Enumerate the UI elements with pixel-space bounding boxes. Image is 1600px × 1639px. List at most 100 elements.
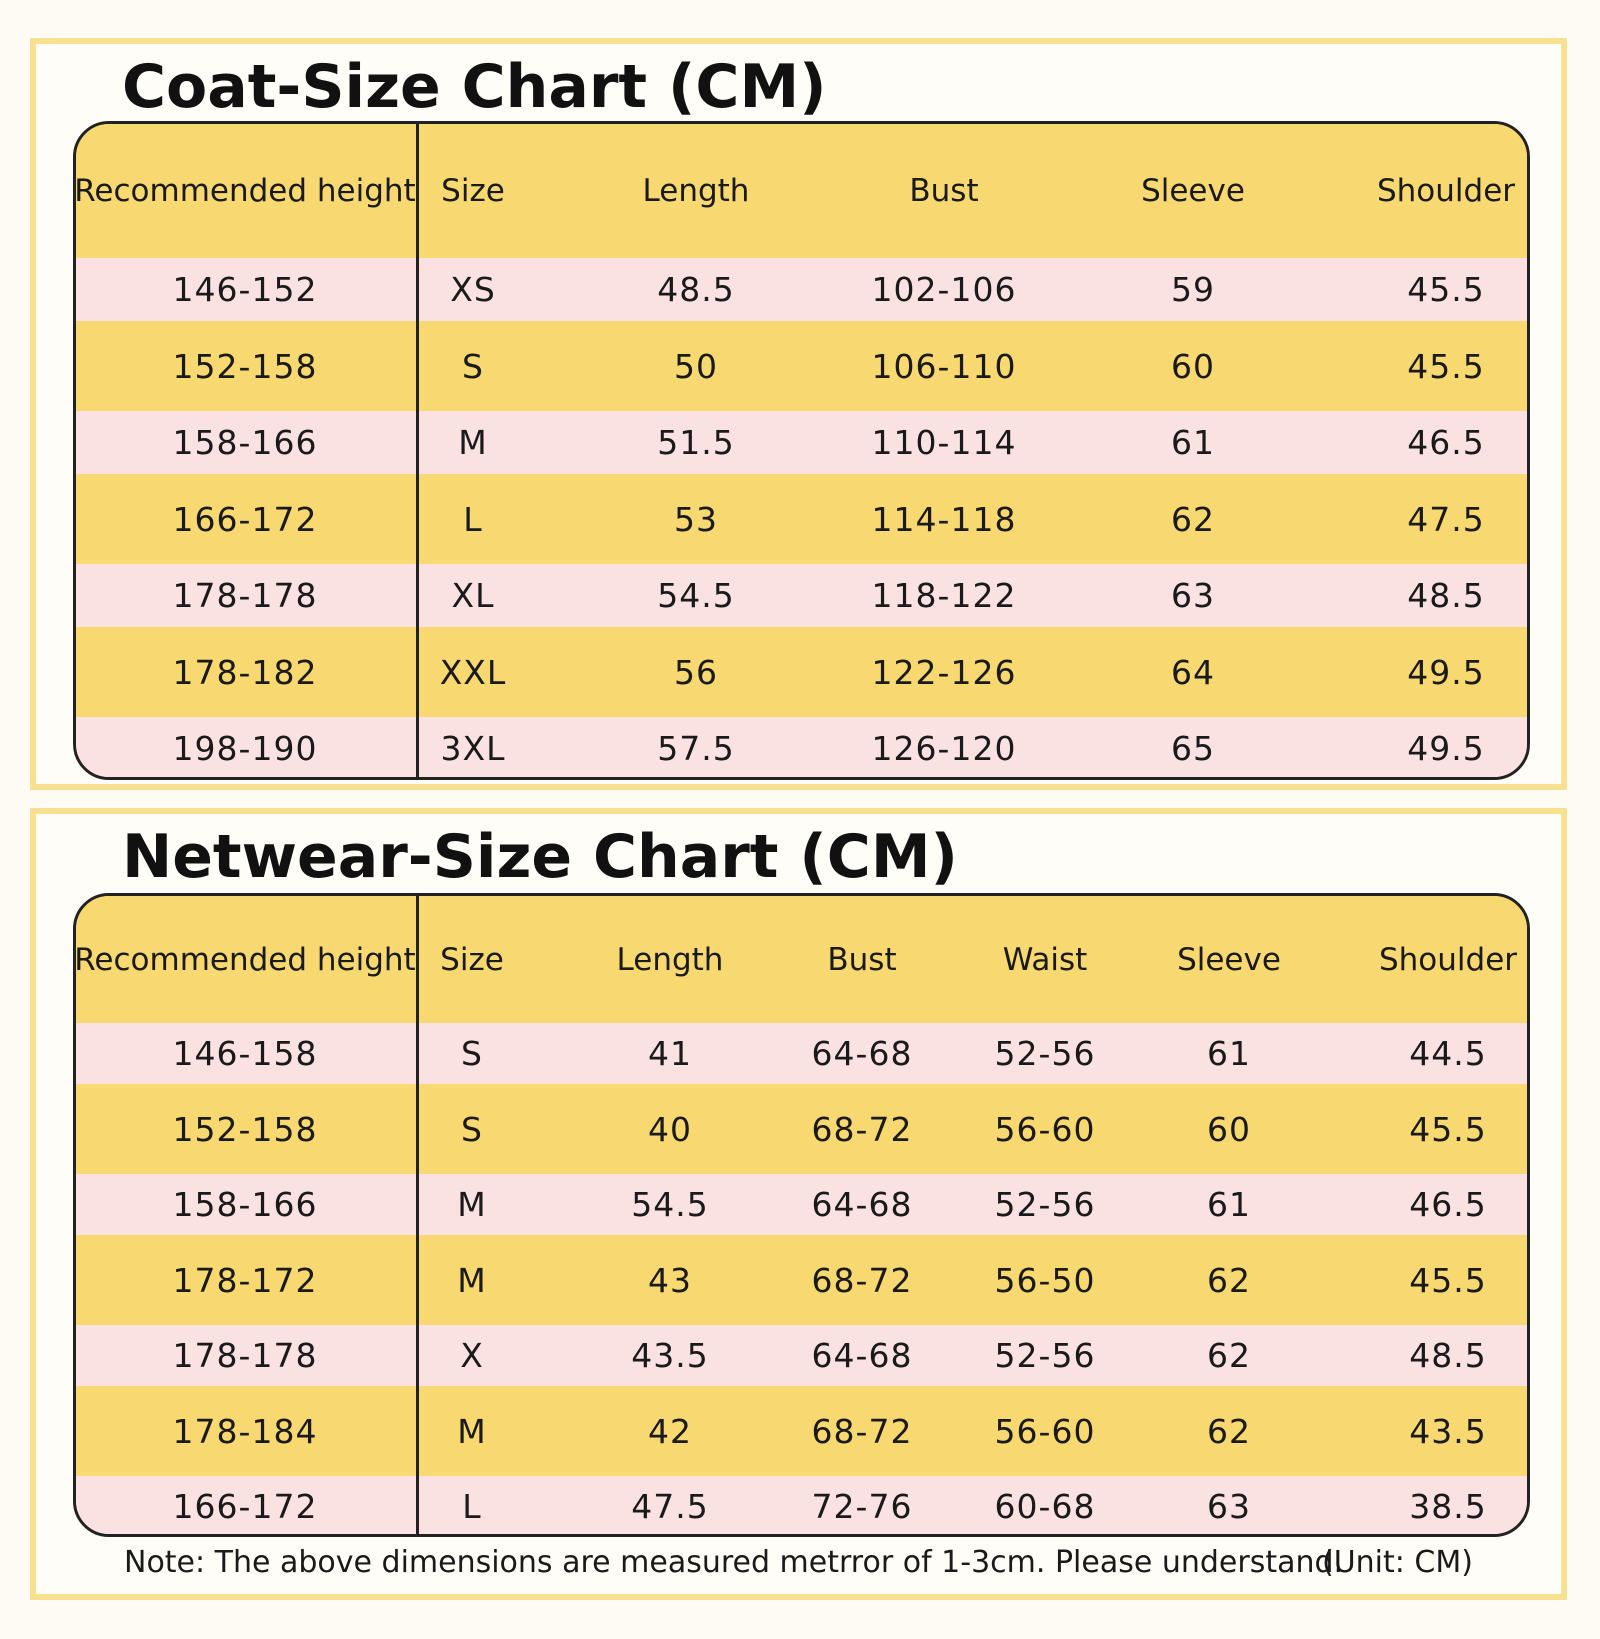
data-row: 158-166 M 51.5 110-114 61 46.5 [76,411,1527,474]
table-cell: 46.5 [1407,423,1485,462]
column-header: Sleeve [1141,173,1245,209]
data-row: 178-172 M 43 68-72 56-50 62 45.5 [76,1235,1527,1325]
table-cell: 60 [1171,346,1215,386]
table-cell: S [462,346,484,386]
table-cell: 46.5 [1409,1185,1487,1224]
table-cell: 62 [1207,1411,1251,1451]
table-cell: 54.5 [631,1185,709,1224]
table-cell: 152-158 [172,346,318,386]
table-title: Coat-Size Chart (CM) [122,52,827,122]
column-header: Sleeve [1177,941,1281,978]
table-cell: 43.5 [1409,1411,1487,1451]
size-table: Recommended height Size Length Bust Sleeve Sh… [73,121,1530,780]
table-title: Netwear-Size Chart (CM) [122,822,958,892]
column-header: Length [642,173,750,209]
table-cell: XXL [439,652,507,692]
table-cell: 51.5 [657,423,735,462]
column-header: Length [616,941,724,978]
table-cell: 61 [1207,1185,1251,1224]
column-header: Shoulder [1376,173,1516,209]
table-cell: 48.5 [657,270,735,309]
table-cell: 102-106 [871,270,1017,309]
table-cell: 178-178 [172,576,318,615]
table-cell: 56-50 [994,1260,1096,1300]
column-header: Shoulder [1378,941,1518,978]
table-cell: 47.5 [631,1487,709,1526]
table-cell: 178-184 [172,1411,318,1451]
table-cell: 56 [674,652,718,692]
table-cell: 110-114 [871,423,1017,462]
data-row: 178-184 M 42 68-72 56-60 62 43.5 [76,1386,1527,1476]
table-cell: 52-56 [994,1336,1096,1375]
table-cell: 42 [648,1411,692,1451]
table-cell: 158-166 [172,1185,318,1224]
table-cell: 68-72 [811,1260,913,1300]
data-row: 152-158 S 40 68-72 56-60 60 45.5 [76,1084,1527,1174]
table-cell: 152-158 [172,1109,318,1149]
unit: (Unit: CM) [1322,1545,1473,1580]
table-cell: 45.5 [1409,1260,1487,1300]
table-cell: 65 [1171,729,1215,768]
data-row: 146-158 S 41 64-68 52-56 61 44.5 [76,1023,1527,1084]
table-cell: 126-120 [871,729,1017,768]
column-divider [416,124,419,777]
table-cell: 47.5 [1407,499,1485,539]
table-cell: 118-122 [871,576,1017,615]
table-cell: 52-56 [994,1034,1096,1073]
table-cell: 45.5 [1407,346,1485,386]
column-header: Size [440,941,504,978]
table-cell: M [458,423,488,462]
data-row: 198-190 3XL 57.5 126-120 65 49.5 [76,717,1527,777]
table-cell: 64-68 [811,1034,913,1073]
data-row: 166-172 L 47.5 72-76 60-68 63 38.5 [76,1476,1527,1534]
table-cell: 44.5 [1409,1034,1487,1073]
table-cell: 60-68 [994,1487,1096,1526]
column-header: Waist [1002,941,1088,978]
column-header: Bust [827,941,897,978]
table-cell: 64-68 [811,1185,913,1224]
table-cell: 43 [648,1260,692,1300]
data-row: 166-172 L 53 114-118 62 47.5 [76,474,1527,564]
table-cell: XL [451,576,495,615]
table-cell: M [457,1185,487,1224]
table-cell: 146-152 [172,270,318,309]
table-cell: 49.5 [1407,652,1485,692]
table-cell: XS [450,270,496,309]
column-header: Recommended height [74,173,416,209]
table-cell: 62 [1207,1260,1251,1300]
table-cell: 40 [648,1109,692,1149]
column-header: Size [441,173,505,209]
table-cell: 106-110 [871,346,1017,386]
table-cell: 53 [674,499,718,539]
table-cell: 3XL [440,729,506,768]
table-cell: 61 [1207,1034,1251,1073]
table-cell: 48.5 [1407,576,1485,615]
table-cell: 56-60 [994,1109,1096,1149]
table-cell: 166-172 [172,1487,318,1526]
table-cell: 158-166 [172,423,318,462]
table-cell: 49.5 [1407,729,1485,768]
table-cell: 62 [1171,499,1215,539]
table-cell: L [463,499,483,539]
table-cell: M [457,1411,487,1451]
header-row: Recommended height Size Length Bust Waist Sle… [76,896,1527,1023]
table-cell: 178-182 [172,652,318,692]
column-header: Recommended height [74,941,416,978]
table-cell: 52-56 [994,1185,1096,1224]
table-cell: 178-172 [172,1260,318,1300]
data-row: 146-152 XS 48.5 102-106 59 45.5 [76,258,1527,321]
data-row: 178-178 X 43.5 64-68 52-56 62 48.5 [76,1325,1527,1386]
table-cell: 41 [648,1034,692,1073]
table-cell: 54.5 [657,576,735,615]
table-cell: 57.5 [657,729,735,768]
header-row: Recommended height Size Length Bust Sleeve Sh… [76,124,1527,258]
table-cell: 68-72 [811,1411,913,1451]
column-header: Bust [909,173,979,209]
table-cell: 61 [1171,423,1215,462]
table-cell: 63 [1171,576,1215,615]
table-cell: 63 [1207,1487,1251,1526]
size-table: Recommended height Size Length Bust Waist Sle… [73,893,1530,1537]
table-cell: 48.5 [1409,1336,1487,1375]
column-divider [416,896,419,1534]
